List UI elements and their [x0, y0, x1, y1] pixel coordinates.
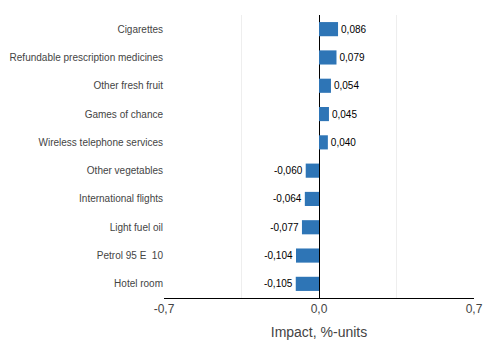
- svg-text:Refundable prescription medici: Refundable prescription medicines: [10, 52, 163, 63]
- svg-text:0,045: 0,045: [332, 109, 357, 120]
- svg-text:0,7: 0,7: [466, 302, 483, 316]
- svg-text:Other fresh fruit: Other fresh fruit: [94, 80, 164, 91]
- svg-text:Cigarettes: Cigarettes: [117, 24, 163, 35]
- svg-text:Light fuel oil: Light fuel oil: [110, 222, 163, 233]
- svg-text:0,040: 0,040: [331, 137, 356, 148]
- svg-text:-0,060: -0,060: [274, 165, 303, 176]
- svg-text:International flights: International flights: [79, 193, 163, 204]
- svg-text:0,079: 0,079: [339, 52, 364, 63]
- svg-text:-0,7: -0,7: [154, 302, 175, 316]
- svg-text:-0,105: -0,105: [264, 278, 293, 289]
- svg-text:Hotel room: Hotel room: [114, 278, 163, 289]
- svg-text:0,086: 0,086: [341, 24, 366, 35]
- svg-text:0,0: 0,0: [311, 302, 328, 316]
- svg-text:Impact, %-units: Impact, %-units: [271, 324, 367, 340]
- svg-text:Petrol 95 E 10: Petrol 95 E 10: [97, 250, 164, 261]
- svg-text:Other vegetables: Other vegetables: [87, 165, 163, 176]
- svg-text:-0,104: -0,104: [264, 250, 293, 261]
- svg-text:Games of chance: Games of chance: [85, 109, 164, 120]
- svg-text:Wireless telephone services: Wireless telephone services: [39, 137, 164, 148]
- svg-text:0,054: 0,054: [334, 80, 359, 91]
- svg-text:-0,077: -0,077: [270, 222, 299, 233]
- svg-text:-0,064: -0,064: [273, 193, 302, 204]
